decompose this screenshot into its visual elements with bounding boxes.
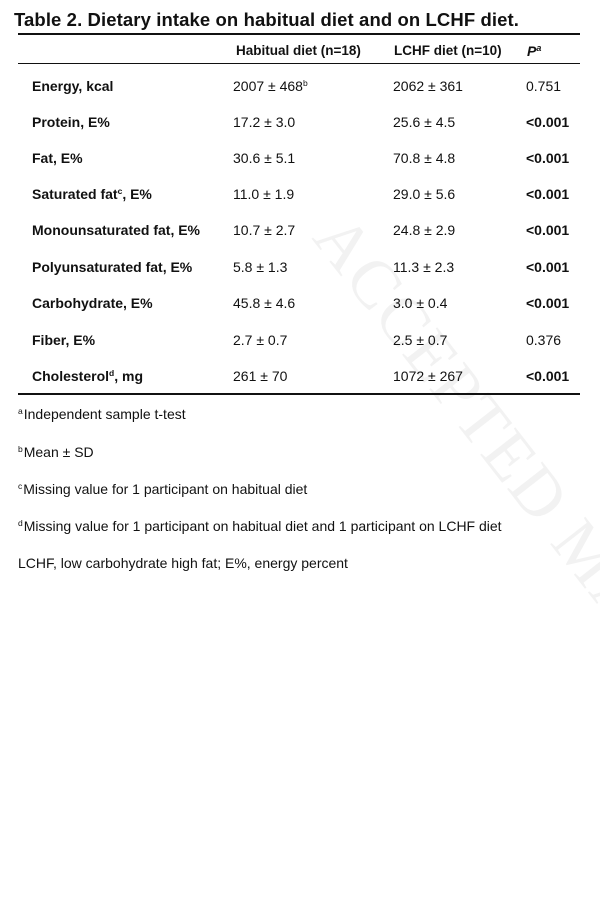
footnote-text: LCHF, low carbohydrate high fat; E%, ene… <box>18 555 348 571</box>
row-label: Fiber, E% <box>32 331 95 349</box>
row-label-text: Fiber, E% <box>32 332 96 348</box>
table-row: Saturated fatc, E% 11.0 ± 1.9 29.0 ± 5.6 <0… <box>0 185 600 221</box>
habitual-value-text: 45.8 ± 4.6 <box>233 295 296 311</box>
table-title: Table 2. Dietary intake on habitual diet… <box>14 9 520 30</box>
footnote-mark: b <box>18 444 23 454</box>
table-top-rule <box>18 33 580 35</box>
p-value: <0.001 <box>526 295 570 311</box>
row-label-text: Polyunsaturated fat, E% <box>32 259 193 275</box>
row-label: Polyunsaturated fat, E% <box>32 258 192 276</box>
header-p-footnote-mark: a <box>536 43 542 53</box>
habitual-value: 45.8 ± 4.6 <box>233 294 295 312</box>
footnote: cMissing value for 1 participant on habi… <box>18 480 307 498</box>
footnote-mark: c <box>117 186 123 196</box>
habitual-value: 30.6 ± 5.1 <box>233 149 295 167</box>
lchf-value: 11.3 ± 2.3 <box>393 259 455 275</box>
table-row: Monounsaturated fat, E% 10.7 ± 2.7 24.8 ± … <box>0 221 600 257</box>
row-label: Carbohydrate, E% <box>32 294 153 312</box>
footnote-mark: c <box>18 481 23 491</box>
lchf-value: 25.6 ± 4.5 <box>393 114 456 130</box>
row-label: Cholesterold, mg <box>32 367 143 385</box>
habitual-value: 17.2 ± 3.0 <box>233 113 295 131</box>
row-label-text: Energy, kcal <box>32 78 114 94</box>
lchf-value: 24.8 ± 2.9 <box>393 222 456 238</box>
habitual-value: 2007 ± 468b <box>233 77 308 95</box>
row-label-text: Fat, E% <box>32 150 83 166</box>
footnote-mark: d <box>18 518 23 528</box>
row-label-text: Monounsaturated fat, E% <box>32 222 201 238</box>
lchf-value: 2062 ± 361 <box>393 78 463 94</box>
header-rule <box>18 63 580 64</box>
row-label-unit: , mg <box>114 368 143 384</box>
p-value: <0.001 <box>526 186 570 202</box>
table-row: Energy, kcal 2007 ± 468b 2062 ± 361 0.751 <box>0 77 600 113</box>
footnote-mark: b <box>302 78 308 88</box>
habitual-value-text: 5.8 ± 1.3 <box>233 259 288 275</box>
footnote: aIndependent sample t-test <box>18 405 186 423</box>
p-value: <0.001 <box>526 222 570 238</box>
habitual-value: 261 ± 70 <box>233 367 287 385</box>
table-row: Carbohydrate, E% 45.8 ± 4.6 3.0 ± 0.4 <0.00… <box>0 294 600 330</box>
habitual-value: 5.8 ± 1.3 <box>233 258 287 276</box>
footnote-text: Independent sample t-test <box>23 406 186 422</box>
footnote-text: Missing value for 1 participant on habit… <box>23 518 502 534</box>
row-label: Energy, kcal <box>32 77 113 95</box>
lchf-value: 29.0 ± 5.6 <box>393 186 456 202</box>
p-value: <0.001 <box>526 259 570 275</box>
footnote: LCHF, low carbohydrate high fat; E%, ene… <box>18 554 348 572</box>
footnote-mark: a <box>18 406 23 416</box>
table-row: Cholesterold, mg 261 ± 70 1072 ± 267 <0.001 <box>0 367 600 403</box>
table-bottom-rule <box>18 393 580 395</box>
row-label: Fat, E% <box>32 149 83 167</box>
lchf-value: 3.0 ± 0.4 <box>393 295 448 311</box>
lchf-value: 1072 ± 267 <box>393 368 463 384</box>
habitual-value-text: 10.7 ± 2.7 <box>233 222 296 238</box>
row-label-unit: , E% <box>122 186 152 202</box>
row-label-text: Carbohydrate, E% <box>32 295 153 311</box>
row-label: Protein, E% <box>32 113 110 131</box>
header-p-value: Pa <box>527 43 541 59</box>
row-label: Monounsaturated fat, E% <box>32 221 200 239</box>
table-row: Protein, E% 17.2 ± 3.0 25.6 ± 4.5 <0.001 <box>0 113 600 149</box>
habitual-value-text: 11.0 ± 1.9 <box>233 186 295 202</box>
header-p-label: P <box>527 43 537 59</box>
habitual-value-text: 2.7 ± 0.7 <box>233 332 288 348</box>
row-label-text: Cholesterol <box>32 368 110 384</box>
footnote-text: Mean ± SD <box>23 444 94 460</box>
table-row: Fiber, E% 2.7 ± 0.7 2.5 ± 0.7 0.376 <box>0 331 600 367</box>
habitual-value-text: 30.6 ± 5.1 <box>233 150 296 166</box>
row-label-text: Saturated fat <box>32 186 118 202</box>
row-label-text: Protein, E% <box>32 114 110 130</box>
p-value: <0.001 <box>526 368 570 384</box>
footnote-mark: d <box>109 368 115 378</box>
habitual-value-text: 2007 ± 468 <box>233 78 303 94</box>
header-habitual: Habitual diet (n=18) <box>236 43 361 58</box>
habitual-value: 2.7 ± 0.7 <box>233 331 287 349</box>
habitual-value: 10.7 ± 2.7 <box>233 221 295 239</box>
p-value: 0.751 <box>526 78 562 94</box>
p-value: <0.001 <box>526 114 570 130</box>
footnote: dMissing value for 1 participant on habi… <box>18 517 502 535</box>
habitual-value-text: 17.2 ± 3.0 <box>233 114 296 130</box>
habitual-value-text: 261 ± 70 <box>233 368 288 384</box>
header-lchf: LCHF diet (n=10) <box>394 43 502 58</box>
habitual-value: 11.0 ± 1.9 <box>233 185 294 203</box>
table-row: Fat, E% 30.6 ± 5.1 70.8 ± 4.8 <0.001 <box>0 149 600 185</box>
lchf-value: 70.8 ± 4.8 <box>393 150 456 166</box>
lchf-value: 2.5 ± 0.7 <box>393 332 448 348</box>
footnote-text: Missing value for 1 participant on habit… <box>23 481 308 497</box>
row-label: Saturated fatc, E% <box>32 185 152 203</box>
p-value: <0.001 <box>526 150 570 166</box>
p-value: 0.376 <box>526 332 562 348</box>
table-row: Polyunsaturated fat, E% 5.8 ± 1.3 11.3 ± 2… <box>0 258 600 294</box>
footnote: bMean ± SD <box>18 443 94 461</box>
